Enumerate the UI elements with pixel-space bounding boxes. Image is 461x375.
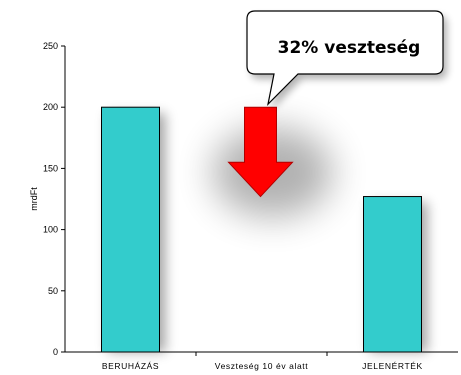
arrow-layer: [212, 106, 333, 218]
x-tick-label: JELENÉRTÉK: [362, 361, 423, 371]
axis-layer: BERUHÁZÁS Veszteség 10 év alatt JELENÉRTÉK…: [29, 41, 458, 371]
y-tick-label: 0: [53, 347, 58, 357]
bars-layer: [101, 106, 422, 353]
callout-box: [246, 10, 444, 107]
callout-layer: 32% veszteség: [246, 10, 447, 110]
down-arrow: [227, 106, 294, 198]
x-tick-label: Veszteség 10 év alatt: [215, 361, 308, 371]
x-tick-label: BERUHÁZÁS: [102, 361, 159, 371]
callout-label: 32% veszteség: [278, 38, 421, 58]
bar-0: [101, 106, 160, 353]
y-tick-label: 200: [43, 102, 58, 112]
y-axis-label: mrdFt: [29, 187, 39, 211]
y-tick-label: 250: [43, 41, 58, 51]
bar-2: [363, 196, 422, 353]
y-tick-label: 150: [43, 163, 58, 173]
y-tick-label: 100: [43, 225, 58, 235]
y-tick-label: 50: [48, 286, 58, 296]
